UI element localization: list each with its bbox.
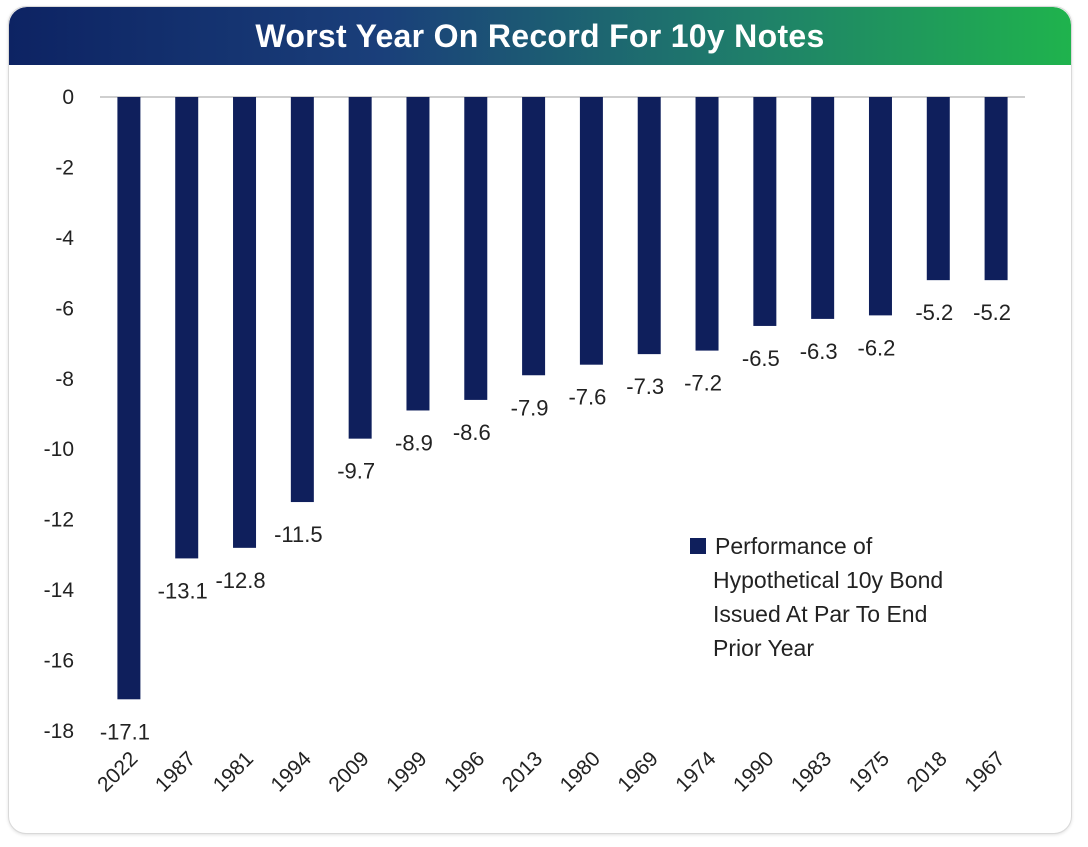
bar	[406, 97, 430, 411]
bar	[753, 97, 777, 326]
y-tick-label: -14	[44, 579, 75, 602]
data-label: -8.9	[395, 430, 433, 455]
y-tick-label: -6	[55, 297, 74, 320]
x-tick-label: 1980	[556, 747, 605, 796]
x-tick-label: 1987	[151, 747, 200, 796]
bar	[348, 97, 372, 439]
bar	[522, 97, 546, 376]
data-label: -17.1	[100, 719, 150, 744]
legend-label: Hypothetical 10y Bond	[713, 567, 943, 593]
x-tick-label: 2009	[324, 747, 373, 796]
x-tick-label: 1967	[960, 747, 1009, 796]
x-tick-label: 1999	[382, 747, 431, 796]
y-tick-label: -16	[44, 650, 74, 673]
bar	[695, 97, 719, 351]
bar	[579, 97, 603, 365]
data-label: -13.1	[158, 578, 208, 603]
x-tick-label: 1974	[671, 747, 721, 797]
bar	[233, 97, 257, 548]
data-label: -7.3	[626, 374, 664, 399]
y-tick-label: -8	[55, 368, 74, 391]
legend-label: Issued At Par To End	[713, 601, 927, 627]
bar	[868, 97, 892, 316]
y-tick-label: -12	[44, 509, 74, 532]
x-tick-label: 1994	[267, 747, 317, 797]
legend-swatch	[690, 538, 706, 554]
chart-title: Worst Year On Record For 10y Notes	[255, 17, 825, 54]
legend-label: Prior Year	[713, 635, 814, 661]
x-tick-label: 1969	[613, 747, 662, 796]
legend-label: Performance of	[715, 533, 873, 559]
data-label: -6.2	[858, 335, 896, 360]
bar	[464, 97, 488, 400]
bar	[811, 97, 835, 319]
bar	[637, 97, 661, 355]
y-tick-label: -18	[44, 720, 74, 743]
x-tick-label: 1996	[440, 747, 489, 796]
data-label: -5.2	[973, 300, 1011, 325]
data-label: -11.5	[274, 522, 323, 547]
y-tick-label: -4	[55, 227, 74, 250]
y-tick-label: -10	[44, 438, 74, 461]
title-bar: Worst Year On Record For 10y Notes	[9, 7, 1071, 65]
x-tick-label: 1981	[209, 747, 258, 796]
bar	[175, 97, 199, 559]
data-label: -12.8	[215, 568, 265, 593]
data-label: -6.5	[742, 346, 780, 371]
y-tick-label: -2	[55, 156, 74, 179]
x-tick-label: 1975	[845, 747, 894, 796]
x-tick-label: 1990	[729, 747, 778, 796]
x-tick-label: 2013	[498, 747, 547, 796]
y-tick-label: 0	[62, 86, 74, 109]
data-label: -7.9	[511, 395, 549, 420]
x-tick-label: 2018	[903, 747, 952, 796]
bar	[117, 97, 141, 700]
x-tick-label: 1983	[787, 747, 836, 796]
data-label: -9.7	[337, 459, 375, 484]
data-label: -6.3	[800, 339, 838, 364]
data-label: -8.6	[453, 420, 491, 445]
bar	[984, 97, 1008, 281]
data-label: -7.6	[568, 385, 606, 410]
bar	[290, 97, 314, 503]
x-tick-label: 2022	[93, 747, 142, 796]
data-label: -5.2	[915, 300, 953, 325]
bar	[926, 97, 950, 281]
data-label: -7.2	[684, 371, 722, 396]
